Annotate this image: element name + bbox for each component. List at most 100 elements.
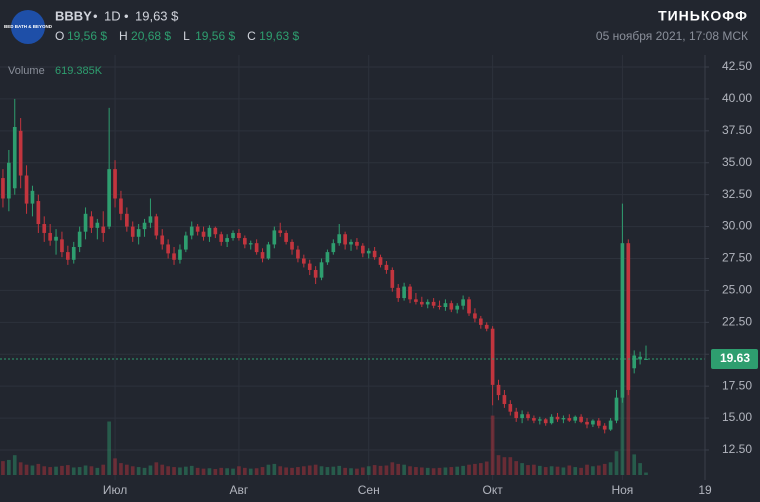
- candle-body: [172, 253, 176, 260]
- volume-bar: [419, 467, 424, 475]
- x-tick-label: Авг: [230, 483, 249, 497]
- volume-bar: [549, 466, 554, 475]
- volume-bar: [272, 463, 277, 475]
- volume-bar: [437, 467, 442, 475]
- candle-body: [408, 286, 412, 300]
- candle-body: [148, 216, 153, 223]
- candle-body: [419, 301, 424, 305]
- candle-body: [431, 301, 436, 306]
- ohlc-readout: O 19,56 $ H 20,68 $ L 19,56 $ C 19,63 $: [55, 29, 300, 43]
- volume-bar: [467, 464, 471, 475]
- candle-body: [95, 222, 100, 228]
- volume-bar: [372, 465, 377, 475]
- y-tick-label: 37.50: [722, 123, 752, 137]
- volume-bar: [626, 356, 631, 475]
- x-tick-label: Июл: [103, 483, 127, 497]
- volume-bar: [573, 467, 578, 475]
- volume-bar: [154, 462, 159, 475]
- logo-text: BED BATH & BEYOND: [4, 24, 53, 29]
- candle-body: [130, 226, 135, 237]
- volume-bar: [266, 464, 271, 475]
- candle-body: [366, 250, 371, 254]
- volume-bar: [66, 465, 70, 475]
- candle-body: [30, 190, 35, 204]
- candle-body: [113, 169, 117, 199]
- candle-body: [107, 169, 111, 227]
- volume-bar: [24, 464, 29, 475]
- readout-value: 19,56 $: [67, 29, 107, 43]
- x-tick-label: Окт: [483, 483, 504, 497]
- candle-body: [77, 231, 82, 247]
- candle-body: [596, 420, 601, 426]
- volume-bar: [585, 464, 589, 475]
- candle-body: [331, 243, 336, 253]
- readout-key: O: [55, 29, 64, 43]
- brand: ТИНЬКОФФ: [658, 8, 748, 24]
- volume-bar: [254, 468, 259, 475]
- volume-bar: [496, 455, 501, 475]
- candle-body: [254, 243, 259, 253]
- volume-bar: [178, 467, 182, 475]
- candle-body: [508, 404, 513, 412]
- volume-bar: [119, 463, 123, 475]
- volume-bar: [608, 462, 613, 475]
- volume-bar: [290, 467, 294, 475]
- last-price-value: 19.63: [720, 351, 750, 365]
- readout-key: L: [183, 29, 190, 43]
- candle-body: [355, 241, 359, 246]
- volume-bar: [71, 467, 76, 475]
- volume-bar: [83, 465, 88, 475]
- last-price-label: 19,63 $: [135, 8, 179, 23]
- candle-body: [154, 216, 159, 236]
- volume-bar: [484, 461, 489, 475]
- volume-bar: [602, 463, 607, 475]
- readout-key: C: [247, 29, 256, 43]
- volume-bar: [325, 467, 330, 475]
- volume-bar: [555, 466, 560, 475]
- candle-body: [390, 269, 395, 288]
- x-tick-label: Сен: [358, 483, 380, 497]
- volume-bar: [579, 467, 583, 475]
- readout-key: H: [119, 29, 128, 43]
- candle-body: [526, 414, 530, 419]
- volume-bar: [301, 466, 306, 475]
- candle-body: [337, 234, 342, 244]
- candle-body: [207, 227, 212, 237]
- volume-bar: [520, 463, 524, 475]
- volume-bar: [95, 467, 100, 475]
- volume-bar: [473, 463, 477, 475]
- volume-bar: [231, 468, 235, 475]
- volume-bar: [77, 467, 82, 475]
- candle-body: [585, 421, 589, 425]
- candle-body: [443, 303, 448, 307]
- candle-body: [478, 318, 483, 325]
- candle-body: [12, 127, 17, 189]
- volume-bar: [101, 464, 106, 475]
- readout-value: 20,68 $: [131, 29, 171, 43]
- volume-bar: [490, 415, 495, 475]
- candle-body: [384, 264, 389, 270]
- y-tick-label: 42.50: [722, 59, 752, 73]
- y-tick-label: 32.50: [722, 187, 752, 201]
- volume-bar: [195, 467, 200, 475]
- volume-value: 619.385K: [55, 65, 103, 77]
- volume-name: Volume: [8, 65, 45, 77]
- candle-body: [349, 241, 353, 245]
- volume-bar: [425, 467, 430, 475]
- candle-body: [626, 243, 631, 390]
- volume-bar: [136, 467, 141, 475]
- candle-body: [48, 232, 52, 241]
- candle-body: [502, 395, 507, 405]
- candle-body: [71, 247, 76, 260]
- candle-body: [231, 232, 235, 239]
- candle-body: [89, 216, 94, 228]
- volume-bar: [543, 467, 548, 475]
- candle-body: [119, 198, 123, 214]
- volume-bar: [461, 465, 465, 475]
- candle-body: [543, 419, 548, 424]
- candles: [0, 98, 705, 434]
- candle-body: [608, 420, 613, 430]
- volume-bar: [596, 465, 601, 475]
